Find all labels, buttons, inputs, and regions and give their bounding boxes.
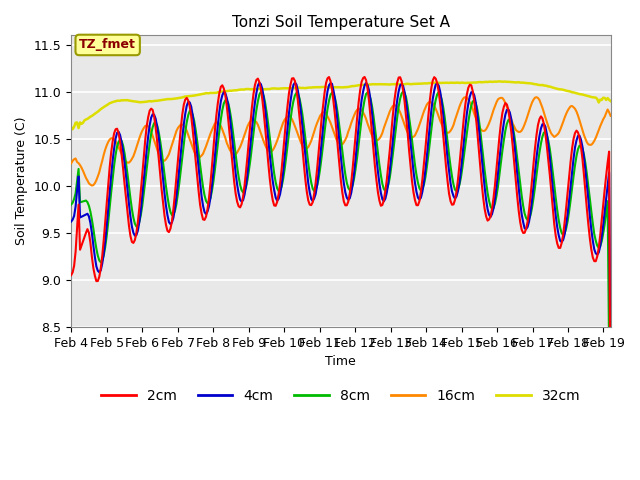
Title: Tonzi Soil Temperature Set A: Tonzi Soil Temperature Set A <box>232 15 450 30</box>
Text: TZ_fmet: TZ_fmet <box>79 38 136 51</box>
Y-axis label: Soil Temperature (C): Soil Temperature (C) <box>15 117 28 245</box>
X-axis label: Time: Time <box>326 355 356 368</box>
Legend: 2cm, 4cm, 8cm, 16cm, 32cm: 2cm, 4cm, 8cm, 16cm, 32cm <box>95 384 586 408</box>
